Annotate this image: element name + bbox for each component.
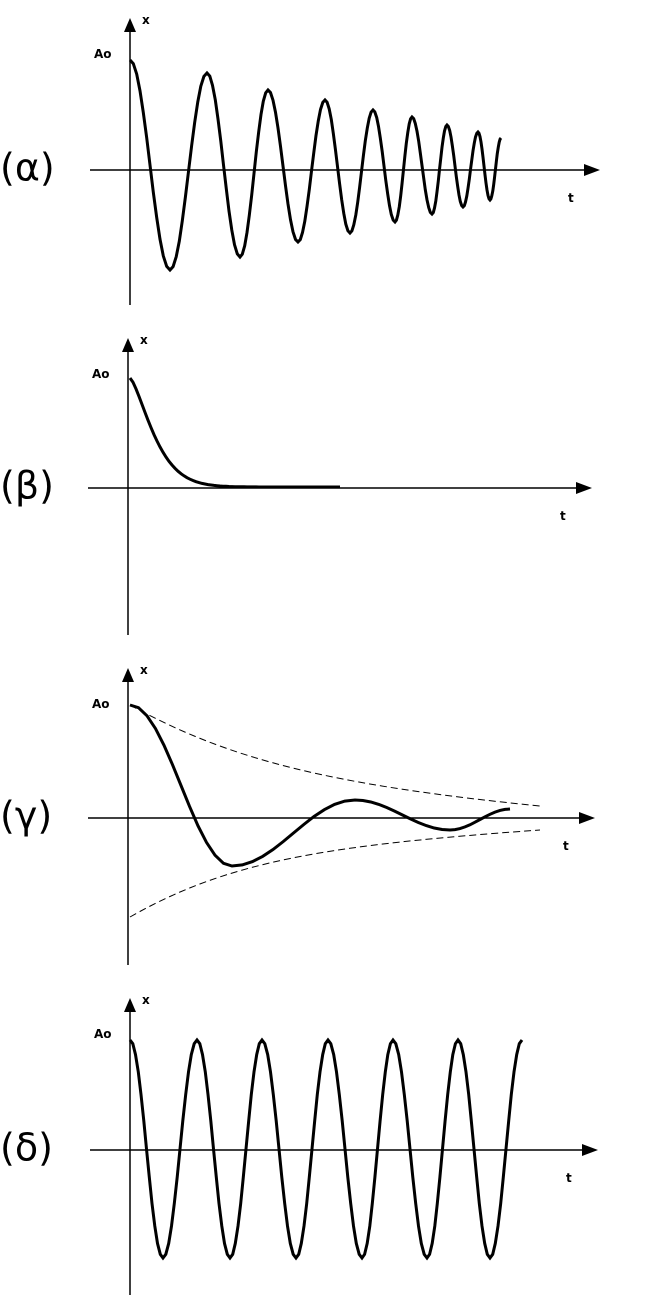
y-axis-label: x [142, 993, 150, 1007]
x-arrow [582, 1144, 598, 1156]
amplitude-label: Ao [94, 47, 112, 61]
x-axis-label: t [566, 1171, 572, 1185]
x-axis-label: t [563, 839, 569, 853]
x-arrow [576, 482, 592, 494]
y-axis-label: x [140, 333, 148, 347]
envelope [129, 704, 541, 807]
panel-label: (γ) [0, 794, 52, 838]
curve [128, 1037, 524, 1261]
y-axis-label: x [140, 663, 148, 677]
x-axis-label: t [560, 509, 566, 523]
y-arrow [122, 668, 134, 682]
amplitude-label: Ao [92, 367, 110, 381]
curve [128, 377, 340, 489]
y-arrow [124, 18, 136, 32]
amplitude-label: Ao [94, 1027, 112, 1041]
y-axis-label: x [142, 13, 150, 27]
curve [129, 703, 511, 868]
x-axis-label: t [568, 191, 574, 205]
panel-label: (β) [0, 464, 54, 508]
amplitude-label: Ao [92, 697, 110, 711]
curve [128, 58, 503, 273]
panels: (α) x Ao t (β) x Ao t (γ) x Ao t (δ) x Ao t [0, 13, 600, 1295]
envelope [129, 829, 541, 918]
panel-label: (α) [0, 146, 55, 190]
panel-label: (δ) [0, 1126, 53, 1170]
x-arrow [579, 812, 595, 824]
x-arrow [584, 164, 600, 176]
y-arrow [122, 338, 134, 352]
y-arrow [124, 998, 136, 1012]
